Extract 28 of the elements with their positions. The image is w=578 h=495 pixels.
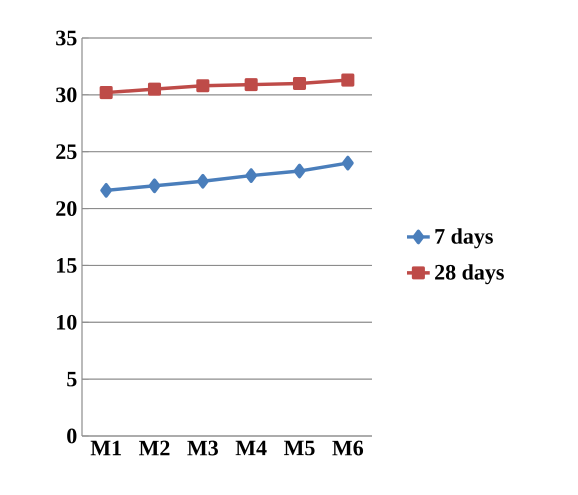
x-tick-label: M3 [187, 440, 218, 456]
y-tick-label: 15 [57, 258, 76, 273]
point [244, 78, 258, 92]
point [196, 79, 210, 92]
y-tick-label: 20 [56, 201, 76, 216]
legend-label: 7 days [435, 228, 493, 248]
y-tick-label: 35 [56, 30, 76, 46]
y-tick-label: 0 [67, 428, 76, 444]
point [196, 174, 209, 189]
point [342, 156, 354, 170]
point [292, 76, 306, 90]
point [294, 164, 306, 178]
point [148, 178, 160, 194]
y-tick-label: 10 [57, 314, 76, 330]
y-tick-label: 25 [56, 144, 76, 160]
x-tick-label: M4 [236, 440, 267, 456]
x-tick-label: M2 [138, 440, 170, 456]
point [100, 86, 113, 100]
y-tick-label: 5 [67, 372, 76, 386]
x-tick-label: M1 [90, 440, 121, 456]
point [341, 74, 354, 87]
point [245, 168, 258, 183]
point [148, 82, 162, 96]
x-tick-label: M6 [332, 440, 364, 456]
point [100, 183, 112, 198]
legend-label: 28 days [435, 264, 504, 284]
y-tick-label: 30 [56, 87, 76, 102]
x-tick-label: M5 [284, 440, 315, 456]
